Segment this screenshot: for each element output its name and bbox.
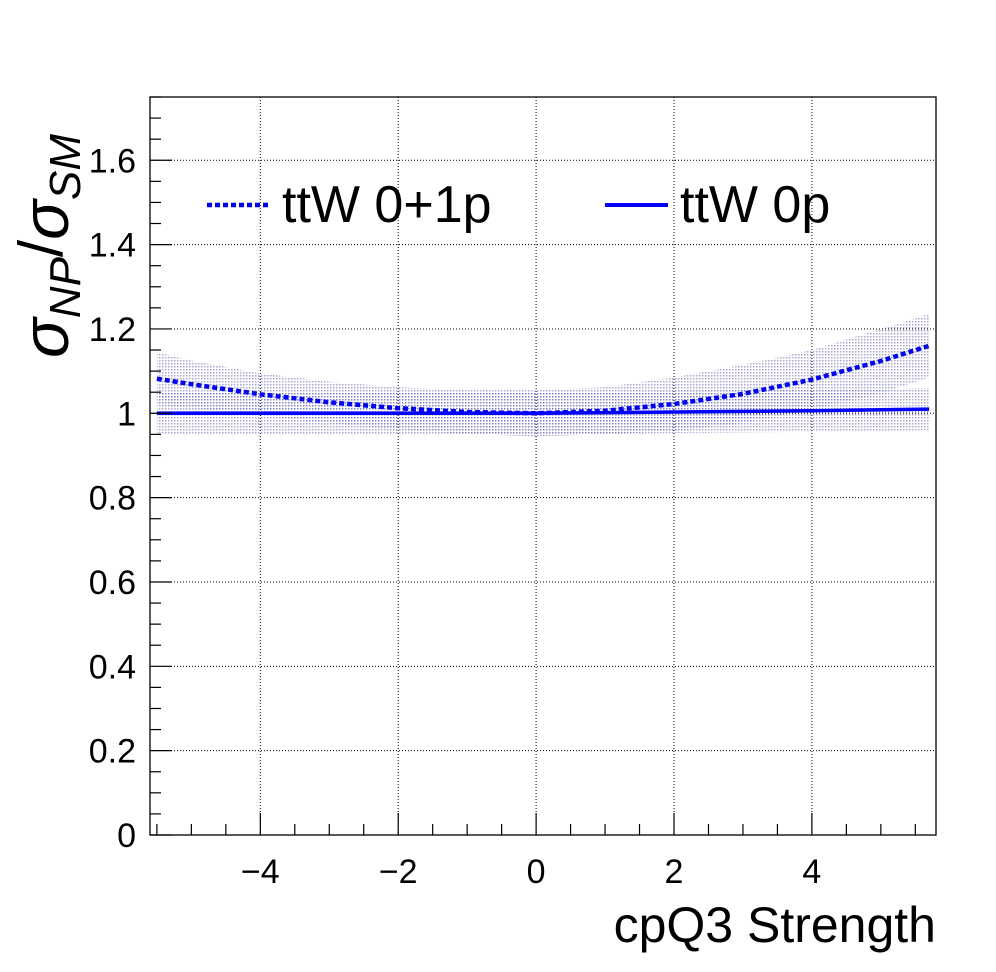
x-tick-label-0: −4: [241, 853, 280, 891]
y-tick-label-3: 0.6: [89, 564, 136, 602]
x-tick-label-4: 4: [802, 853, 821, 891]
y-axis-title: σNP/σSM: [7, 134, 90, 358]
y-tick-label-6: 1.2: [89, 311, 136, 349]
x-tick-label-3: 2: [665, 853, 684, 891]
y-title-numerator-symbol: σ: [8, 316, 82, 358]
y-tick-label-5: 1: [117, 395, 136, 433]
y-title-numerator-sub: NP: [41, 256, 90, 318]
series-lines: [156, 343, 930, 416]
x-tick-labels: −4 −2 0 2 4: [241, 853, 821, 891]
y-tick-label-0: 0: [117, 817, 136, 855]
y-title-denominator-sub: SM: [41, 134, 90, 200]
grid: [150, 97, 936, 836]
y-tick-labels: 0 0.2 0.4 0.6 0.8 1 1.2 1.4 1.6: [89, 142, 136, 855]
line-series-0: [156, 343, 930, 416]
plot-frame: [149, 96, 937, 836]
legend: ttW 0+1p ttW 0p: [207, 176, 830, 234]
y-tick-label-1: 0.2: [89, 733, 136, 771]
legend-label-ttw-0p: ttW 0p: [680, 176, 830, 234]
y-tick-label-2: 0.4: [89, 648, 136, 686]
y-title-denominator-symbol: σ: [8, 198, 82, 240]
axis-ticks: [150, 96, 916, 836]
y-tick-label-8: 1.6: [89, 142, 136, 180]
y-title-slash: /: [7, 239, 76, 257]
y-tick-label-7: 1.4: [89, 227, 136, 265]
line-series-1: [156, 407, 930, 416]
x-axis-title: cpQ3 Strength: [614, 897, 936, 953]
y-tick-label-4: 0.8: [89, 480, 136, 518]
x-tick-label-1: −2: [379, 853, 418, 891]
legend-label-ttw-0p1p: ttW 0+1p: [282, 176, 492, 234]
x-tick-label-2: 0: [527, 853, 546, 891]
